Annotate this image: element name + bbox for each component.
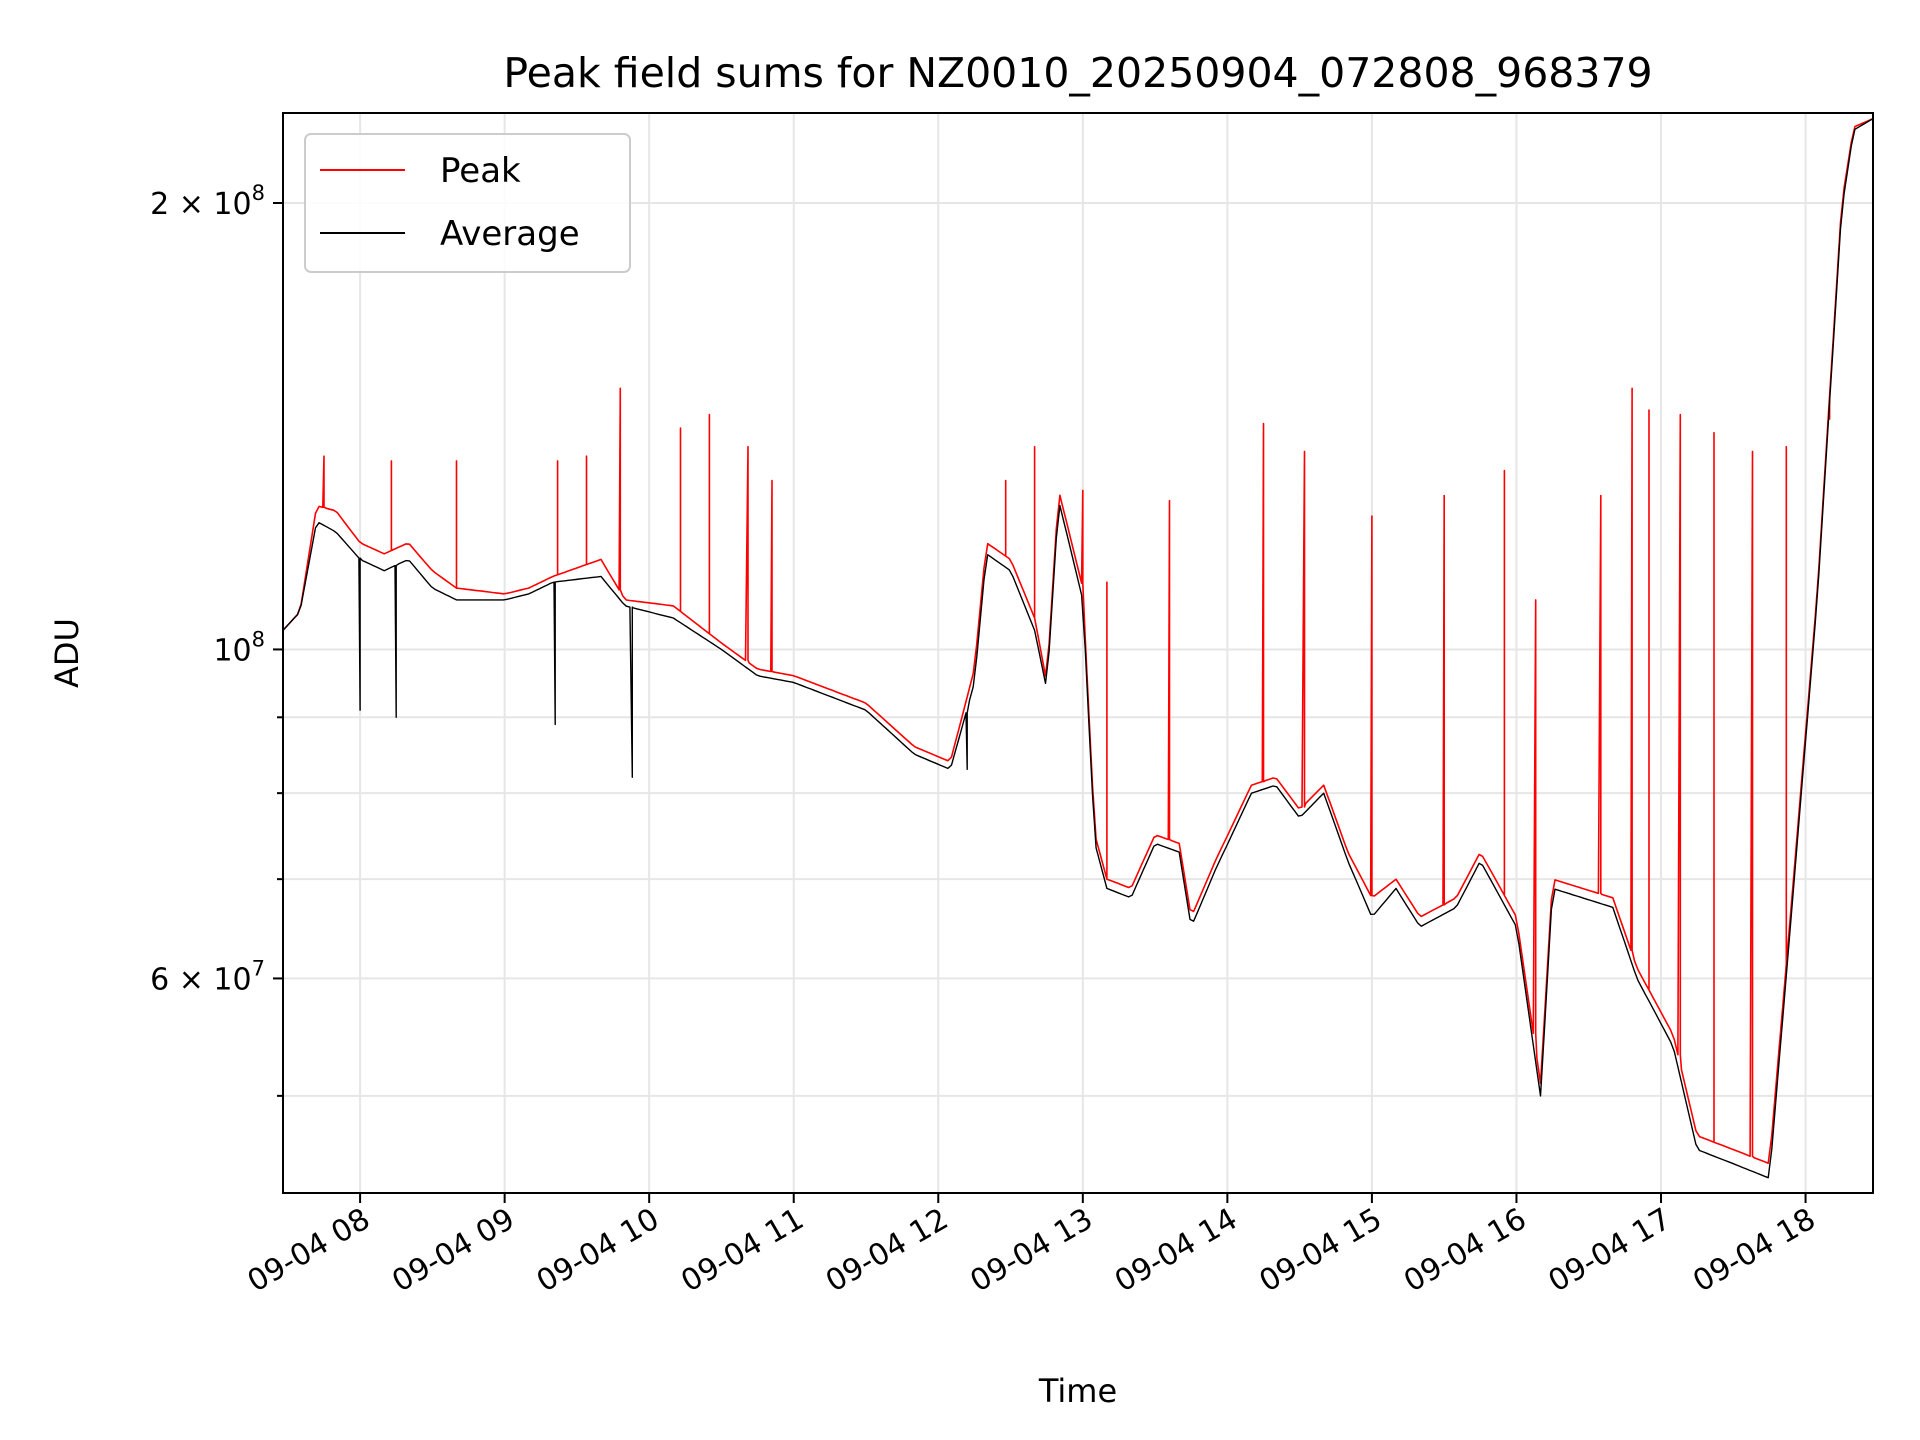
grid-lines (283, 113, 1873, 1193)
y-tick-label: 108 (213, 627, 265, 668)
legend-box (304, 133, 631, 273)
legend-average-label: Average (440, 214, 580, 254)
series-average-line (282, 118, 1874, 1179)
y-axis-label: ADU (48, 618, 86, 688)
legend: Peak Average (304, 133, 631, 273)
legend-peak-label: Peak (440, 151, 521, 191)
y-axis: 6 × 107 108 2 × 108 (150, 181, 283, 1097)
chart-title: Peak field sums for NZ0010_20250904_0728… (503, 49, 1652, 97)
y-tick-label: 6 × 107 (150, 956, 265, 997)
x-axis-label: Time (1038, 1372, 1117, 1410)
y-tick-label: 2 × 108 (150, 181, 265, 222)
plot-series (282, 117, 1874, 1179)
plot-area-frame (282, 112, 1874, 1194)
